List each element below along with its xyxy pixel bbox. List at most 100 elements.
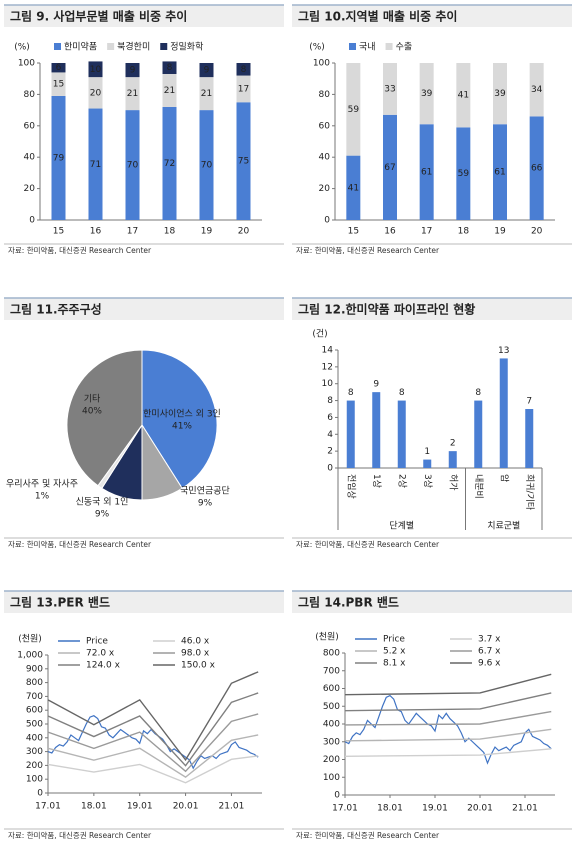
data-label: 6 — [56, 63, 62, 73]
bar-segment — [456, 127, 471, 220]
y-tick-label: 100 — [313, 59, 330, 69]
legend-label: 6.7 x — [478, 647, 501, 657]
data-label: 20 — [90, 88, 102, 98]
data-label: 9 — [373, 380, 379, 390]
x-tick-label: 19 — [494, 227, 506, 237]
legend-swatch — [160, 43, 168, 50]
bar-segment — [51, 63, 66, 73]
bar-segment — [236, 75, 251, 103]
data-label: 8 — [399, 388, 405, 398]
source-note: 자료: 한미약품, 대신증권 Research Center — [296, 539, 440, 549]
bar — [372, 392, 381, 468]
source-note: 자료: 한미약품, 대신증권 Research Center — [8, 245, 152, 255]
price-line — [344, 694, 552, 765]
legend-label: 8.1 x — [383, 659, 406, 669]
bar-segment — [125, 110, 140, 220]
data-label: 70 — [201, 161, 213, 171]
x-tick-label: 2상 — [396, 474, 407, 488]
x-tick-label: 18 — [458, 227, 470, 237]
y-tick-label: 400 — [26, 733, 43, 743]
bar-segment — [51, 95, 66, 220]
bar-segment — [456, 63, 471, 128]
y-tick-label: 100 — [323, 773, 340, 783]
bar-segment — [199, 77, 214, 111]
bar-segment — [199, 63, 214, 78]
x-tick-label: 19.01 — [422, 804, 448, 814]
data-label: 2 — [450, 439, 456, 449]
panel-title: 그림 9. 사업부문별 매출 비중 추이 — [10, 9, 187, 24]
bar-segment — [88, 77, 103, 109]
x-tick-label: 20 — [531, 227, 543, 237]
pie-slice — [66, 349, 143, 487]
bar-segment — [346, 63, 361, 156]
x-tick-label: 15 — [348, 227, 359, 237]
y-tick-label: 20 — [24, 184, 36, 194]
bar-segment — [88, 61, 103, 78]
y-tick-label: 600 — [26, 706, 43, 716]
legend-label: 72.0 x — [86, 649, 115, 659]
x-tick-label: 15 — [53, 227, 64, 237]
y-tick-label: 300 — [26, 747, 43, 757]
x-tick-label: 17 — [127, 227, 138, 237]
y-tick-label: 40 — [319, 153, 331, 163]
slice-name: 우리사주 및 자사주 — [6, 478, 78, 490]
x-tick-label: 20.01 — [467, 804, 493, 814]
y-tick-label: 500 — [323, 702, 340, 712]
x-tick-label: 18.01 — [377, 804, 403, 814]
legend-label: 9.6 x — [478, 659, 501, 669]
data-label: 13 — [498, 346, 509, 356]
legend-label: 98.0 x — [181, 649, 210, 659]
band-line — [47, 713, 259, 773]
y-tick-label: 6 — [327, 413, 333, 423]
source-note: 자료: 한미약품, 대신증권 Research Center — [8, 830, 152, 840]
slice-name: 신동국 외 1인 — [76, 496, 129, 508]
bar-segment — [529, 63, 544, 117]
legend-swatch — [349, 43, 356, 50]
y-tick-label: 8 — [327, 396, 333, 406]
data-label: 21 — [127, 89, 138, 99]
x-tick-label: 16 — [90, 227, 102, 237]
data-label: 61 — [494, 168, 505, 178]
x-tick-label: 허가 — [447, 474, 458, 491]
band-line — [47, 755, 259, 784]
y-unit: (%) — [309, 43, 325, 53]
y-unit: (천원) — [18, 634, 42, 645]
bar-segment — [125, 77, 140, 111]
y-tick-label: 1,000 — [17, 651, 43, 661]
y-tick-label: 0 — [334, 791, 340, 801]
bar — [499, 358, 508, 468]
data-label: 9 — [204, 66, 210, 76]
bar — [423, 459, 432, 468]
data-label: 17 — [238, 84, 249, 94]
slice-value: 9% — [198, 499, 213, 509]
bar-segment — [236, 102, 251, 220]
y-tick-label: 100 — [26, 775, 43, 785]
y-tick-label: 12 — [322, 362, 333, 372]
slice-value: 9% — [95, 510, 110, 520]
data-label: 70 — [127, 161, 139, 171]
x-tick-label: 19.01 — [127, 802, 153, 812]
panel-title: 그림 11.주주구성 — [10, 303, 102, 317]
x-tick-label: 19 — [201, 227, 213, 237]
bar — [474, 400, 483, 468]
bar — [448, 451, 457, 468]
price-line — [47, 715, 259, 770]
data-label: 34 — [531, 85, 543, 95]
data-label: 21 — [201, 89, 212, 99]
data-label: 59 — [348, 105, 360, 115]
legend-label: 124.0 x — [86, 661, 121, 671]
x-tick-label: 암 — [498, 474, 510, 482]
bar-segment — [383, 114, 397, 220]
y-tick-label: 60 — [24, 121, 36, 131]
x-tick-label: 내분비 — [473, 474, 484, 499]
data-label: 66 — [531, 164, 543, 174]
data-label: 41 — [458, 91, 469, 101]
x-tick-label: 전임상 — [345, 474, 357, 499]
bar-segment — [346, 155, 361, 220]
data-label: 15 — [53, 80, 64, 90]
x-tick-label: 17 — [421, 227, 432, 237]
panel-header — [292, 298, 572, 320]
bar-segment — [493, 124, 507, 220]
x-tick-label: 희귀/기타 — [524, 474, 536, 511]
